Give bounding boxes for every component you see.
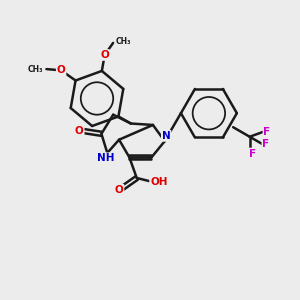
- Text: CH₃: CH₃: [116, 37, 131, 46]
- Text: F: F: [249, 148, 256, 158]
- Text: F: F: [263, 127, 271, 136]
- Text: CH₃: CH₃: [28, 64, 44, 74]
- Text: F: F: [262, 140, 269, 149]
- Text: N: N: [162, 131, 171, 141]
- Text: OH: OH: [150, 177, 168, 188]
- Text: O: O: [75, 126, 84, 136]
- Text: O: O: [115, 185, 124, 195]
- Text: O: O: [57, 65, 65, 75]
- Text: NH: NH: [97, 153, 115, 163]
- Text: O: O: [100, 50, 109, 60]
